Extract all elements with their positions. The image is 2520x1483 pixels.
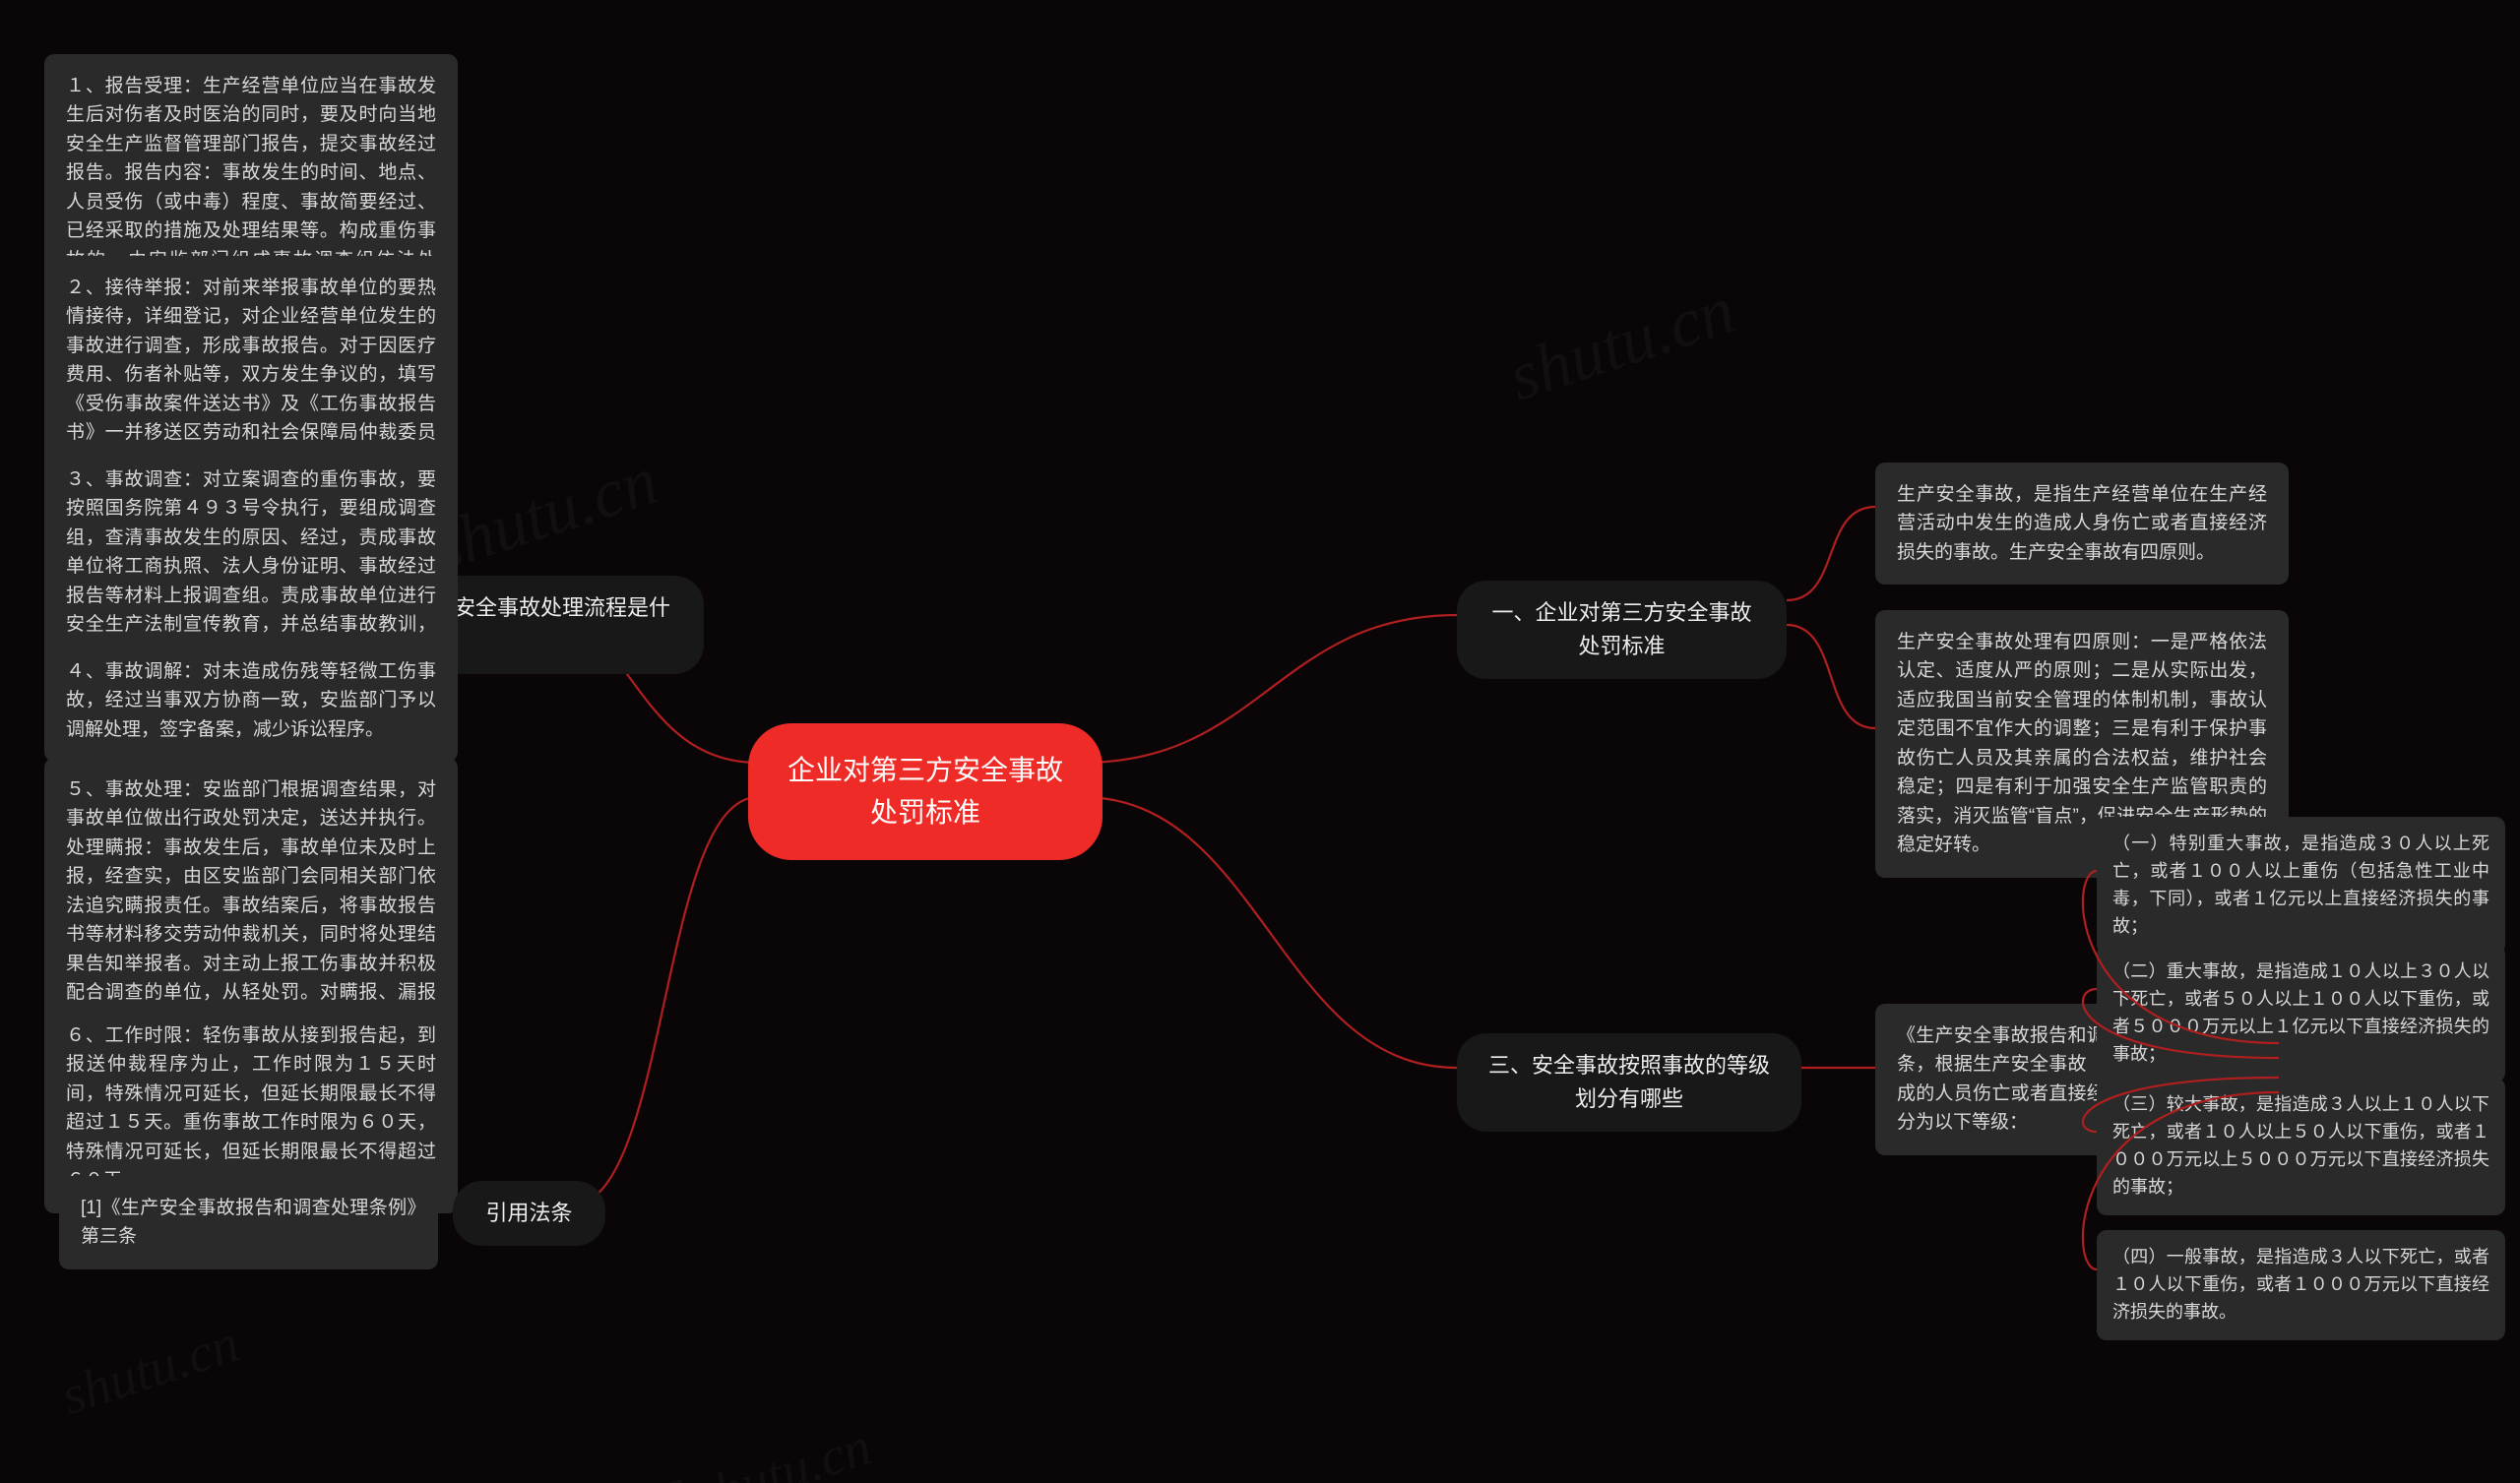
branch-3-leaf-1[interactable]: （二）重大事故，是指造成１０人以上３０人以下死亡，或者５０人以上１００人以下重伤… [2097,945,2505,1082]
branch-3[interactable]: 三、安全事故按照事故的等级划分有哪些 [1457,1033,1801,1132]
watermark: shutu.cn [1499,272,1743,418]
watermark: 树图 shutu.cn [566,1401,879,1483]
watermark: shutu.cn [54,1312,246,1427]
branch-3-leaf-0[interactable]: （一）特别重大事故，是指造成３０人以上死亡，或者１００人以上重伤（包括急性工业中… [2097,817,2505,955]
mindmap-canvas: 树图 shutu.cn shutu.cn shutu.cn 树图 shutu.c… [0,0,2520,1483]
branch-1[interactable]: 一、企业对第三方安全事故处罚标准 [1457,581,1787,679]
branch-4[interactable]: 引用法条 [453,1181,605,1246]
branch-2-leaf-3[interactable]: ４、事故调解：对未造成伤残等轻微工伤事故，经过当事双方协商一致，安监部门予以调解… [44,640,458,762]
branch-3-leaf-2[interactable]: （三）较大事故，是指造成３人以上１０人以下死亡，或者１０人以上５０人以下重伤，或… [2097,1078,2505,1215]
root-node[interactable]: 企业对第三方安全事故处罚标准 [748,723,1102,860]
branch-1-leaf-0[interactable]: 生产安全事故，是指生产经营单位在生产经营活动中发生的造成人身伤亡或者直接经济损失… [1875,463,2289,585]
branch-4-leaf-0[interactable]: [1]《生产安全事故报告和调查处理条例》第三条 [59,1176,438,1269]
branch-3-leaf-3[interactable]: （四）一般事故，是指造成３人以下死亡，或者１０人以下重伤，或者１０００万元以下直… [2097,1230,2505,1340]
